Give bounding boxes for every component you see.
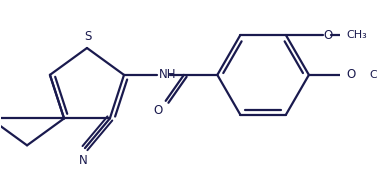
Text: N: N [79,154,87,167]
Text: CH₃: CH₃ [347,30,368,40]
Text: O: O [324,29,333,42]
Text: NH: NH [159,67,177,81]
Text: S: S [84,30,92,43]
Text: CH₃: CH₃ [369,70,377,80]
Text: O: O [347,68,356,81]
Text: O: O [154,104,163,117]
